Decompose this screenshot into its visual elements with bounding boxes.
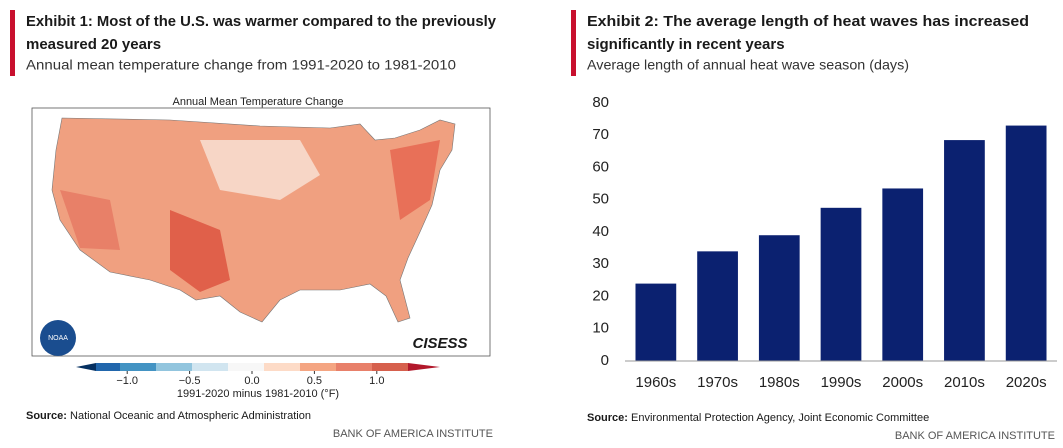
colorbar-tick-label: −0.5 bbox=[179, 375, 201, 387]
chart-subtitle: Average length of annual heat wave seaso… bbox=[587, 57, 909, 73]
y-tick-label: 0 bbox=[601, 352, 609, 369]
x-tick-label: 1980s bbox=[759, 374, 800, 391]
footer: BANK OF AMERICA INSTITUTE bbox=[895, 430, 1055, 442]
source-label: Source: bbox=[587, 412, 628, 424]
bar bbox=[1005, 125, 1047, 361]
y-tick-label: 70 bbox=[592, 126, 609, 143]
bar bbox=[635, 283, 677, 361]
source-text: National Oceanic and Atmospheric Adminis… bbox=[70, 410, 311, 422]
x-tick-label: 1960s bbox=[635, 374, 676, 391]
x-tick-label: 2000s bbox=[882, 374, 923, 391]
exhibit-subtitle: Annual mean temperature change from 1991… bbox=[26, 57, 456, 73]
source: Source: National Oceanic and Atmospheric… bbox=[26, 410, 311, 422]
colorbar-tick-label: 0.0 bbox=[244, 375, 259, 387]
source-text: Environmental Protection Agency, Joint E… bbox=[631, 412, 929, 424]
colorbar bbox=[76, 363, 440, 371]
bar bbox=[697, 251, 738, 361]
exhibit-title: measured 20 years bbox=[26, 36, 161, 53]
colorbar-label: 1991-2020 minus 1981-2010 (°F) bbox=[177, 388, 339, 400]
bar bbox=[882, 188, 924, 361]
y-tick-label: 50 bbox=[592, 191, 609, 208]
chart-title: significantly in recent years bbox=[587, 36, 785, 53]
us-map bbox=[51, 117, 456, 323]
accent-bar bbox=[571, 10, 576, 76]
source-label: Source: bbox=[26, 410, 67, 422]
y-tick-label: 40 bbox=[592, 223, 609, 240]
x-tick-label: 1970s bbox=[697, 374, 738, 391]
map-region bbox=[390, 140, 440, 220]
footer: BANK OF AMERICA INSTITUTE bbox=[333, 428, 493, 440]
accent-bar bbox=[10, 10, 15, 76]
map-region bbox=[200, 140, 320, 200]
y-tick-label: 30 bbox=[592, 255, 609, 272]
x-tick-label: 2010s bbox=[944, 374, 985, 391]
chart-title: Exhibit 2: The average length of heat wa… bbox=[587, 13, 1029, 30]
map-title: Annual Mean Temperature Change bbox=[172, 96, 343, 108]
x-tick-label: 1990s bbox=[821, 374, 862, 391]
map-region bbox=[170, 210, 230, 292]
y-tick-label: 10 bbox=[592, 320, 609, 337]
y-tick-label: 60 bbox=[592, 158, 609, 175]
exhibit-title: Exhibit 1: Most of the U.S. was warmer c… bbox=[26, 13, 497, 30]
bar bbox=[758, 235, 800, 361]
noaa-logo bbox=[40, 320, 76, 356]
noaa-logo-text: NOAA bbox=[48, 335, 68, 342]
colorbar-tick-label: 0.5 bbox=[307, 375, 322, 387]
x-tick-label: 2020s bbox=[1006, 374, 1047, 391]
bar bbox=[820, 207, 862, 361]
map-region bbox=[60, 190, 120, 250]
y-tick-label: 20 bbox=[592, 287, 609, 304]
colorbar-tick-label: 1.0 bbox=[369, 375, 384, 387]
source: Source: Environmental Protection Agency,… bbox=[587, 412, 929, 424]
cisess-logo: CISESS bbox=[412, 335, 467, 352]
y-tick-label: 80 bbox=[592, 94, 609, 111]
map-figure: Annual Mean Temperature Change NOAA CISE… bbox=[31, 96, 491, 400]
colorbar-tick-label: −1.0 bbox=[116, 375, 138, 387]
bar bbox=[944, 140, 985, 361]
